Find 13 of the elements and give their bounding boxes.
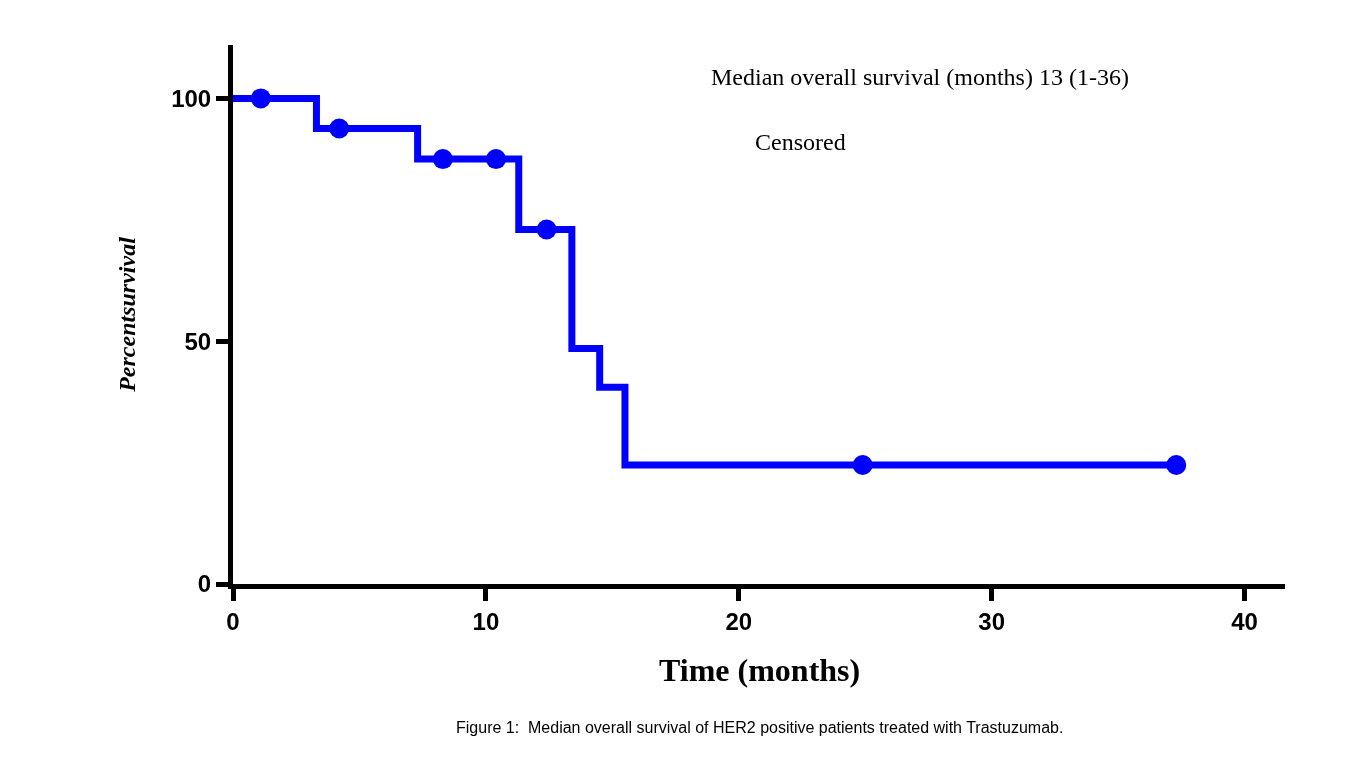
x-axis-title: Time (months) bbox=[659, 652, 861, 688]
x-tick-label: 40 bbox=[1231, 607, 1258, 635]
caption: Figure 1: Median overall survival of HER2 positive patients treated with Trastuzumab. bbox=[456, 719, 1064, 736]
annotation: Median overall survival (months) 13 (1-36) bbox=[711, 64, 1129, 90]
x-tick-label: 10 bbox=[472, 607, 500, 635]
annotation: Censored bbox=[755, 129, 846, 155]
x-tick-label: 0 bbox=[226, 607, 240, 635]
y-axis-title: Percentsurvival bbox=[114, 236, 141, 393]
y-tick-label: 0 bbox=[197, 570, 212, 598]
y-tick-label: 50 bbox=[184, 327, 212, 355]
x-tick-label: 20 bbox=[725, 607, 753, 635]
x-tick-label: 30 bbox=[978, 607, 1005, 635]
y-tick-label: 100 bbox=[171, 84, 212, 112]
